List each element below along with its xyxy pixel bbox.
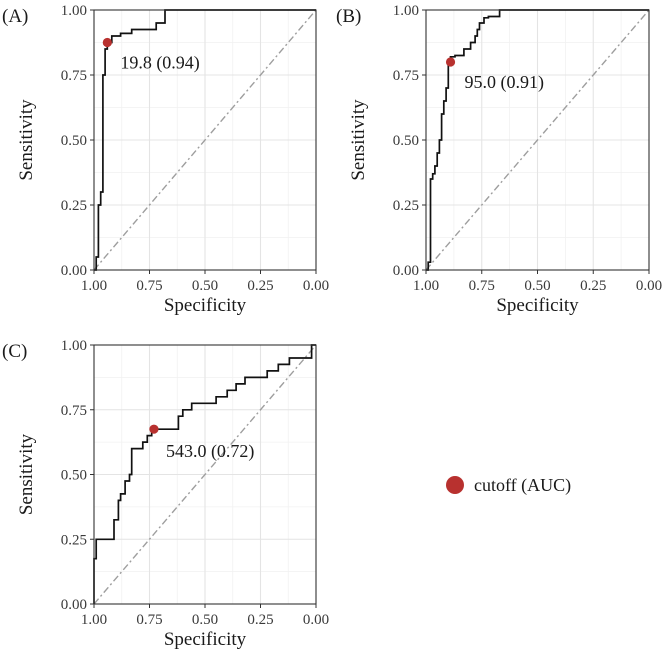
y-tick-label: 0.00: [61, 597, 87, 613]
y-tick-label: 0.50: [61, 133, 87, 149]
x-tick-label: 0.25: [580, 278, 606, 294]
legend-marker: [446, 476, 464, 494]
y-tick-label: 0.75: [61, 68, 87, 84]
cutoff-label: 95.0 (0.91): [465, 72, 545, 93]
y-tick-label: 0.50: [393, 133, 419, 149]
x-tick-label: 0.00: [303, 612, 329, 628]
y-axis-title: Sensitivity: [348, 99, 369, 181]
x-tick-label: 0.25: [247, 612, 273, 628]
reference-diagonal: [93, 344, 317, 605]
cutoff-label: 19.8 (0.94): [120, 53, 200, 74]
y-axis-title: Sensitivity: [16, 433, 37, 515]
cutoff-label: 543.0 (0.72): [166, 441, 255, 462]
y-tick-label: 0.25: [61, 532, 87, 548]
x-axis-title: Specificity: [496, 295, 579, 316]
x-tick-label: 1.00: [413, 278, 439, 294]
y-tick-label: 0.25: [61, 198, 87, 214]
x-tick-label: 0.50: [192, 278, 218, 294]
y-tick-label: 1.00: [61, 338, 87, 354]
x-tick-label: 1.00: [81, 278, 107, 294]
roc-curve: [93, 344, 316, 604]
cutoff-point: [445, 57, 456, 67]
roc-panel-c: 543.0 (0.72) 0.00 0.25 0.50 0.75 1.00 1.00 0.75…: [2, 338, 329, 650]
x-axis-title: Specificity: [164, 295, 247, 316]
y-tick-label: 0.75: [393, 68, 419, 84]
x-tick-label: 0.50: [524, 278, 550, 294]
y-tick-label: 0.75: [61, 403, 87, 419]
x-tick-label: 0.50: [192, 612, 218, 628]
panel-label: (B): [336, 6, 361, 27]
x-tick-label: 0.00: [303, 278, 329, 294]
reference-diagonal: [93, 9, 317, 271]
y-axis-title: Sensitivity: [16, 99, 37, 181]
x-tick-label: 0.75: [136, 278, 162, 294]
chart-panels: 19.8 (0.94) 0.00 0.25 0.50 0.75 1.00 1.00 0.75 0…: [2, 3, 662, 650]
x-axis-title: Specificity: [164, 629, 247, 650]
x-tick-label: 1.00: [81, 612, 107, 628]
y-tick-label: 1.00: [393, 3, 419, 19]
y-tick-label: 0.50: [61, 468, 87, 484]
panel-label: (C): [2, 341, 27, 362]
panel-label: (A): [2, 6, 28, 27]
legend-label: cutoff (AUC): [474, 475, 571, 496]
x-tick-label: 0.75: [469, 278, 495, 294]
y-tick-label: 0.00: [61, 263, 87, 279]
roc-panel-b: 95.0 (0.91) 0.00 0.25 0.50 0.75 1.00 1.00 0.75 0…: [336, 3, 662, 316]
legend: cutoff (AUC): [446, 475, 571, 496]
cutoff-point: [149, 424, 159, 434]
y-tick-label: 0.00: [393, 263, 419, 279]
roc-panel-a: 19.8 (0.94) 0.00 0.25 0.50 0.75 1.00 1.00 0.75 0…: [2, 3, 329, 316]
cutoff-point: [102, 37, 112, 48]
y-tick-label: 0.25: [393, 198, 419, 214]
x-tick-label: 0.75: [136, 612, 162, 628]
y-tick-label: 1.00: [61, 3, 87, 19]
reference-diagonal: [425, 9, 650, 271]
x-tick-label: 0.25: [247, 278, 273, 294]
x-tick-label: 0.00: [636, 278, 662, 294]
